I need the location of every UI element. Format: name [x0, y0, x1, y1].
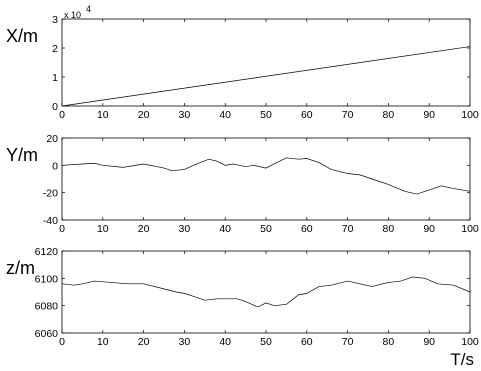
x-tick-label: 80	[383, 223, 395, 235]
x-tick-label: 50	[260, 223, 272, 235]
y-tick-label: 2	[52, 43, 58, 55]
x-tick-label: 20	[138, 109, 150, 121]
y-axis-label: X/m	[6, 26, 38, 46]
x-tick-label: 70	[342, 109, 354, 121]
y-tick-label: 6080	[35, 301, 59, 313]
y-tick-label: 0	[52, 101, 58, 113]
y-tick-label: 3	[52, 14, 58, 26]
x-tick-label: 70	[342, 336, 354, 348]
plot-frame	[61, 18, 471, 107]
x-tick-label: 80	[383, 336, 395, 348]
y-tick-label: -20	[43, 188, 58, 200]
x-tick-label: 30	[179, 223, 191, 235]
series-line	[61, 46, 471, 107]
x-tick-label: 90	[423, 223, 435, 235]
panel-1: 0 10 20 30 40 50 60 70 80 90 100 0 1 2 3 X/m x 10 4	[6, 4, 479, 121]
series-line	[61, 157, 471, 195]
x-tick-label: 90	[423, 109, 435, 121]
x-tick-label: 0	[59, 336, 65, 348]
x-tick-label: 100	[461, 109, 479, 121]
y-axis-label: Y/m	[6, 145, 38, 165]
x-tick-label: 30	[179, 109, 191, 121]
panel-3: 0 10 20 30 40 50 60 70 80 90 100 6060 6080 6100 6120z/…	[6, 246, 479, 369]
x-tick-label: 30	[179, 336, 191, 348]
plot-frame	[61, 137, 471, 221]
x-tick-label: 10	[97, 336, 109, 348]
y-tick-label: 20	[46, 133, 58, 145]
x-tick-label: 0	[59, 109, 65, 121]
x-tick-label: 100	[461, 223, 479, 235]
y-axis-label: z/m	[6, 258, 35, 278]
axis-exponent-base: x 10	[64, 10, 81, 20]
axis-exponent-power: 4	[86, 4, 91, 14]
y-tick-label: 6120	[35, 246, 59, 258]
x-tick-label: 0	[59, 223, 65, 235]
y-tick-label: 6100	[35, 273, 59, 285]
y-tick-label: 0	[52, 160, 58, 172]
y-tick-label: -40	[43, 215, 58, 227]
x-tick-label: 40	[219, 223, 231, 235]
x-tick-label: 60	[301, 223, 313, 235]
x-tick-label: 20	[138, 223, 150, 235]
x-tick-label: 100	[461, 336, 479, 348]
y-tick-label: 1	[52, 72, 58, 84]
x-tick-label: 60	[301, 336, 313, 348]
series-line	[61, 276, 471, 308]
y-tick-label: 6060	[35, 328, 59, 340]
x-tick-label: 10	[97, 109, 109, 121]
panel-2: 0 10 20 30 40 50 60 70 80 90 100 -40 -20 0 20 Y/m	[6, 133, 479, 235]
x-tick-label: 50	[260, 336, 272, 348]
x-tick-label: 80	[383, 109, 395, 121]
x-tick-label: 70	[342, 223, 354, 235]
plot-frame	[61, 250, 471, 334]
x-axis-label: T/s	[450, 350, 474, 369]
x-tick-label: 40	[219, 336, 231, 348]
x-tick-label: 60	[301, 109, 313, 121]
x-tick-label: 20	[138, 336, 150, 348]
x-tick-label: 90	[423, 336, 435, 348]
x-tick-label: 50	[260, 109, 272, 121]
x-tick-label: 40	[219, 109, 231, 121]
x-tick-label: 10	[97, 223, 109, 235]
